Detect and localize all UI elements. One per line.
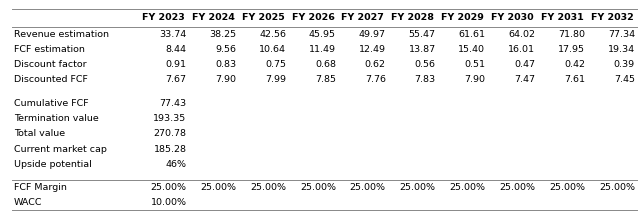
Text: 77.34: 77.34 bbox=[608, 30, 635, 39]
Text: FY 2028: FY 2028 bbox=[391, 13, 434, 22]
Text: 49.97: 49.97 bbox=[359, 30, 386, 39]
Text: 33.74: 33.74 bbox=[159, 30, 186, 39]
Text: 0.83: 0.83 bbox=[215, 60, 236, 69]
Text: 64.02: 64.02 bbox=[508, 30, 535, 39]
Text: 16.01: 16.01 bbox=[508, 45, 535, 54]
Text: 9.56: 9.56 bbox=[215, 45, 236, 54]
Text: FY 2030: FY 2030 bbox=[491, 13, 534, 22]
Text: 0.56: 0.56 bbox=[415, 60, 436, 69]
Text: 25.00%: 25.00% bbox=[549, 183, 585, 192]
Text: WACC: WACC bbox=[14, 198, 43, 207]
Text: 38.25: 38.25 bbox=[209, 30, 236, 39]
Text: 8.44: 8.44 bbox=[166, 45, 186, 54]
Text: FY 2032: FY 2032 bbox=[591, 13, 633, 22]
Text: 45.95: 45.95 bbox=[309, 30, 336, 39]
Text: FY 2029: FY 2029 bbox=[441, 13, 484, 22]
Text: 0.42: 0.42 bbox=[564, 60, 585, 69]
Text: 0.47: 0.47 bbox=[514, 60, 535, 69]
Text: Discount factor: Discount factor bbox=[14, 60, 86, 69]
Text: 7.85: 7.85 bbox=[315, 76, 336, 84]
Text: 46%: 46% bbox=[166, 160, 186, 169]
Text: 0.39: 0.39 bbox=[614, 60, 635, 69]
Text: FY 2026: FY 2026 bbox=[291, 13, 334, 22]
Text: 7.90: 7.90 bbox=[465, 76, 485, 84]
Text: 61.61: 61.61 bbox=[458, 30, 485, 39]
Text: Current market cap: Current market cap bbox=[14, 145, 107, 154]
Text: 25.00%: 25.00% bbox=[150, 183, 186, 192]
Text: 25.00%: 25.00% bbox=[300, 183, 336, 192]
Text: FCF estimation: FCF estimation bbox=[14, 45, 85, 54]
Text: 25.00%: 25.00% bbox=[350, 183, 386, 192]
Text: Total value: Total value bbox=[14, 129, 65, 138]
Text: 12.49: 12.49 bbox=[359, 45, 386, 54]
Text: FY 2024: FY 2024 bbox=[192, 13, 235, 22]
Text: FY 2025: FY 2025 bbox=[242, 13, 285, 22]
Text: 7.47: 7.47 bbox=[514, 76, 535, 84]
Text: 15.40: 15.40 bbox=[458, 45, 485, 54]
Text: 25.00%: 25.00% bbox=[599, 183, 635, 192]
Text: Cumulative FCF: Cumulative FCF bbox=[14, 99, 89, 108]
Text: 25.00%: 25.00% bbox=[399, 183, 436, 192]
Text: 0.75: 0.75 bbox=[265, 60, 286, 69]
Text: Termination value: Termination value bbox=[14, 114, 99, 123]
Text: 42.56: 42.56 bbox=[259, 30, 286, 39]
Text: Revenue estimation: Revenue estimation bbox=[14, 30, 109, 39]
Text: 7.45: 7.45 bbox=[614, 76, 635, 84]
Text: FCF Margin: FCF Margin bbox=[14, 183, 67, 192]
Text: 25.00%: 25.00% bbox=[200, 183, 236, 192]
Text: 10.64: 10.64 bbox=[259, 45, 286, 54]
Text: 77.43: 77.43 bbox=[159, 99, 186, 108]
Text: 17.95: 17.95 bbox=[558, 45, 585, 54]
Text: 0.51: 0.51 bbox=[465, 60, 485, 69]
Text: Discounted FCF: Discounted FCF bbox=[14, 76, 88, 84]
Text: 270.78: 270.78 bbox=[154, 129, 186, 138]
Text: 7.90: 7.90 bbox=[215, 76, 236, 84]
Text: 25.00%: 25.00% bbox=[449, 183, 485, 192]
Text: FY 2023: FY 2023 bbox=[142, 13, 185, 22]
Text: 193.35: 193.35 bbox=[153, 114, 186, 123]
Text: 71.80: 71.80 bbox=[558, 30, 585, 39]
Text: FY 2031: FY 2031 bbox=[541, 13, 584, 22]
Text: FY 2027: FY 2027 bbox=[341, 13, 384, 22]
Text: Upside potential: Upside potential bbox=[14, 160, 92, 169]
Text: 55.47: 55.47 bbox=[408, 30, 436, 39]
Text: 25.00%: 25.00% bbox=[250, 183, 286, 192]
Text: 185.28: 185.28 bbox=[154, 145, 186, 154]
Text: 7.61: 7.61 bbox=[564, 76, 585, 84]
Text: 0.91: 0.91 bbox=[166, 60, 186, 69]
Text: 13.87: 13.87 bbox=[408, 45, 436, 54]
Text: 19.34: 19.34 bbox=[608, 45, 635, 54]
Text: 11.49: 11.49 bbox=[309, 45, 336, 54]
Text: 0.68: 0.68 bbox=[315, 60, 336, 69]
Text: 7.76: 7.76 bbox=[365, 76, 386, 84]
Text: 25.00%: 25.00% bbox=[499, 183, 535, 192]
Text: 7.83: 7.83 bbox=[415, 76, 436, 84]
Text: 0.62: 0.62 bbox=[365, 60, 386, 69]
Text: 7.99: 7.99 bbox=[265, 76, 286, 84]
Text: 7.67: 7.67 bbox=[166, 76, 186, 84]
Text: 10.00%: 10.00% bbox=[150, 198, 186, 207]
